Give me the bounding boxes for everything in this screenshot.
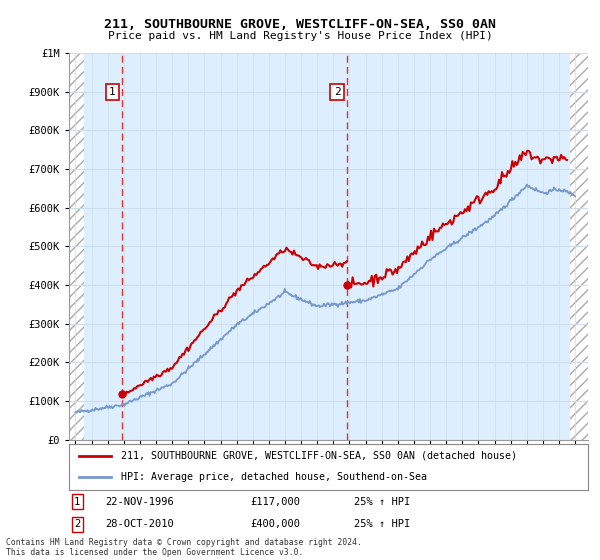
Text: 2: 2: [74, 519, 80, 529]
Text: 211, SOUTHBOURNE GROVE, WESTCLIFF-ON-SEA, SS0 0AN (detached house): 211, SOUTHBOURNE GROVE, WESTCLIFF-ON-SEA…: [121, 451, 517, 460]
Text: 2: 2: [334, 87, 340, 97]
Text: £400,000: £400,000: [251, 519, 301, 529]
Text: 25% ↑ HPI: 25% ↑ HPI: [355, 497, 411, 507]
Text: 1: 1: [109, 87, 116, 97]
Text: 28-OCT-2010: 28-OCT-2010: [106, 519, 174, 529]
Text: Contains HM Land Registry data © Crown copyright and database right 2024.
This d: Contains HM Land Registry data © Crown c…: [6, 538, 362, 557]
Text: 22-NOV-1996: 22-NOV-1996: [106, 497, 174, 507]
Text: 211, SOUTHBOURNE GROVE, WESTCLIFF-ON-SEA, SS0 0AN: 211, SOUTHBOURNE GROVE, WESTCLIFF-ON-SEA…: [104, 18, 496, 31]
Text: 1: 1: [74, 497, 80, 507]
Text: £117,000: £117,000: [251, 497, 301, 507]
Text: 25% ↑ HPI: 25% ↑ HPI: [355, 519, 411, 529]
Bar: [69, 53, 83, 440]
Bar: [570, 53, 588, 440]
Text: Price paid vs. HM Land Registry's House Price Index (HPI): Price paid vs. HM Land Registry's House …: [107, 31, 493, 41]
Text: HPI: Average price, detached house, Southend-on-Sea: HPI: Average price, detached house, Sout…: [121, 472, 427, 482]
